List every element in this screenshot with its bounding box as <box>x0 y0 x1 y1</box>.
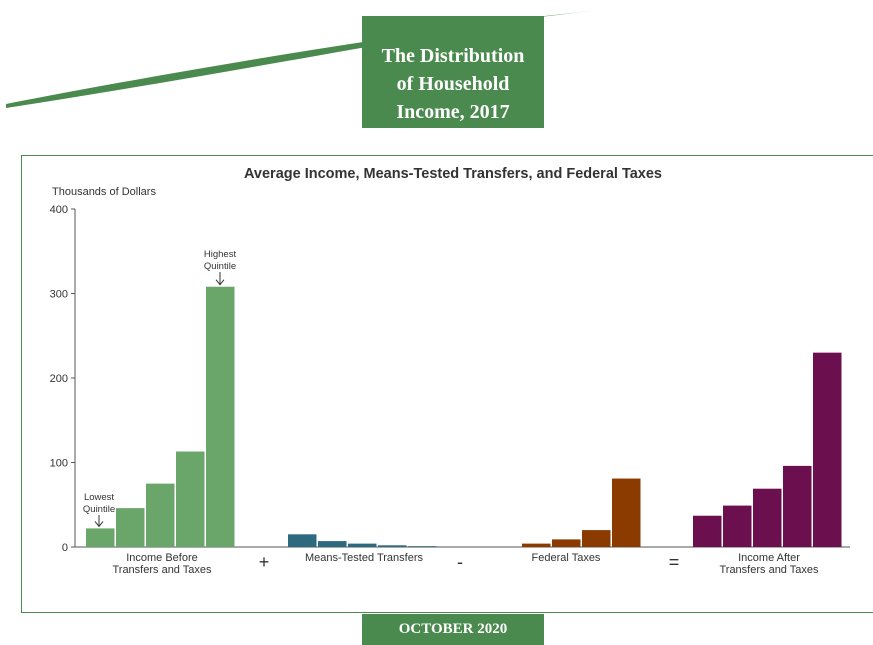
y-tick-label: 100 <box>50 458 68 470</box>
bar <box>522 543 551 547</box>
report-date: OCTOBER 2020 <box>362 614 544 645</box>
group-label: Income After <box>738 552 800 564</box>
operator-symbol: + <box>259 552 270 572</box>
bar <box>612 478 641 547</box>
annotation-highest-quintile: Highest <box>204 249 237 260</box>
bar <box>783 465 812 547</box>
annotation-arrowhead <box>94 521 104 528</box>
y-axis-label: Thousands of Dollars <box>52 186 156 198</box>
y-tick-label: 300 <box>50 289 68 301</box>
bar <box>116 508 145 547</box>
y-tick-label: 0 <box>62 542 68 554</box>
bar <box>206 286 235 547</box>
report-title-line-1: The Distribution <box>381 45 525 67</box>
bars <box>86 286 842 547</box>
group-label: Transfers and Taxes <box>719 564 819 576</box>
y-tick-label: 400 <box>50 204 68 216</box>
report-title: The Distribution of Household Income, 20… <box>362 16 544 128</box>
annotation-arrowhead <box>215 279 225 286</box>
bar <box>288 534 317 547</box>
header-swoosh <box>6 10 600 108</box>
chart-frame <box>21 155 873 613</box>
bar <box>693 515 722 547</box>
bar <box>723 505 752 547</box>
bar <box>813 352 842 547</box>
group-label: Means-Tested Transfers <box>305 552 423 564</box>
bar <box>378 545 407 547</box>
bar <box>582 530 611 547</box>
annotation-lowest-quintile: Lowest <box>84 492 114 503</box>
report-title-line-3: Income, 2017 <box>396 101 510 123</box>
chart-title: Average Income, Means-Tested Transfers, … <box>244 166 662 182</box>
operator-symbol: = <box>669 552 680 572</box>
group-label: Transfers and Taxes <box>112 564 212 576</box>
bar <box>86 528 115 547</box>
report-title-line-2: of Household <box>396 73 510 95</box>
annotation-lowest-quintile: Quintile <box>83 504 115 515</box>
bar <box>318 541 347 547</box>
bar <box>146 483 175 547</box>
y-tick-label: 200 <box>50 373 68 385</box>
group-label: Income Before <box>126 552 198 564</box>
bar <box>408 546 437 547</box>
bar <box>348 543 377 547</box>
group-label: Federal Taxes <box>532 552 601 564</box>
bar <box>753 488 782 547</box>
bar <box>552 539 581 547</box>
annotation-highest-quintile: Quintile <box>204 261 236 272</box>
bar <box>176 451 205 547</box>
operator-symbol: - <box>457 552 463 572</box>
